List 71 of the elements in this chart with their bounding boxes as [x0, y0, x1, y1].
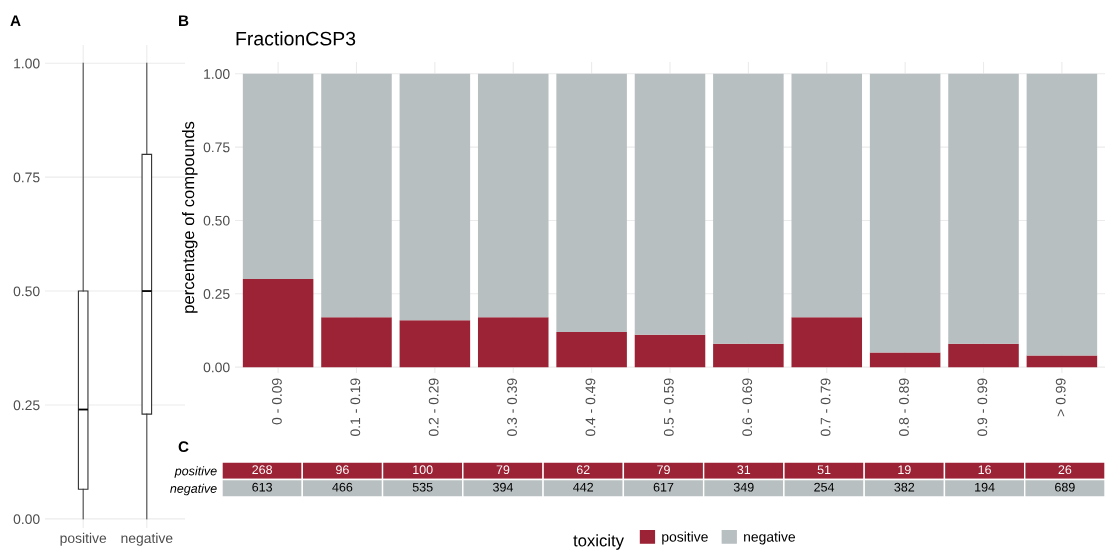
bar: [948, 73, 1019, 344]
data-label: 535: [412, 482, 433, 492]
bar: [321, 73, 392, 318]
x-tick-label: 0.5 - 0.59: [663, 378, 674, 436]
data-label: 382: [894, 482, 915, 492]
y-tick-label: 0.25: [203, 289, 230, 299]
bar: [477, 317, 549, 368]
bar: [634, 73, 706, 335]
data-label: 31: [737, 465, 751, 475]
bar: [634, 334, 706, 368]
x-tick-label: 0.4 - 0.49: [585, 378, 596, 436]
bar: [1026, 73, 1098, 356]
data-label: 16: [978, 465, 991, 475]
x-tick-label: 0.8 - 0.89: [899, 378, 909, 436]
annotation: C: [178, 441, 189, 453]
bar: [869, 73, 941, 353]
data-label: 26: [1058, 465, 1072, 475]
y-tick-label: 0.00: [13, 514, 40, 525]
text: A: [10, 15, 21, 26]
bar: [242, 279, 314, 368]
text: B: [179, 15, 189, 26]
x-tick-label: 0.6 - 0.69: [742, 378, 753, 436]
y-tick-label: 0.50: [203, 215, 230, 226]
bar: [1026, 355, 1098, 368]
bar: [791, 73, 863, 318]
y-tick-label: 0.25: [13, 400, 40, 411]
data-label: 268: [252, 465, 273, 475]
y-tick-label: 0.00: [203, 362, 230, 373]
y-tick-label: 1.00: [204, 69, 230, 79]
data-label: 689: [1055, 482, 1075, 492]
data-label: 442: [573, 482, 594, 492]
bar: [321, 317, 392, 368]
bar: [713, 343, 784, 368]
data-label: 19: [898, 465, 911, 475]
data-label: 79: [657, 465, 670, 475]
bar: [556, 331, 627, 368]
data-label: 349: [733, 482, 754, 492]
x-tick-label: 0 - 0.09: [272, 378, 282, 425]
y-tick-label: 1.00: [14, 58, 40, 69]
x-tick-label: 0.1 - 0.19: [350, 378, 361, 436]
x-tick-label: 0.3 - 0.39: [507, 378, 517, 436]
bar: [713, 73, 784, 344]
bar: [948, 343, 1019, 368]
x-tick-label: 0.2 - 0.29: [428, 378, 439, 436]
data-label: 466: [332, 482, 353, 492]
data-label: 394: [493, 482, 514, 492]
bar: [399, 73, 471, 321]
data-label: 79: [496, 465, 510, 475]
data-label: 51: [817, 465, 831, 475]
bar: [869, 352, 941, 368]
bar: [477, 73, 549, 318]
data-label: 617: [653, 482, 674, 492]
bar: [399, 320, 471, 368]
data-label: 100: [413, 465, 433, 475]
x-tick-label: 0.9 - 0.99: [977, 378, 988, 436]
x-tick-label: > 0.99: [1055, 378, 1066, 417]
data-label: 62: [576, 465, 590, 475]
x-tick-label: 0.7 - 0.79: [820, 378, 831, 436]
chart-title: FractionCSP3: [236, 31, 356, 46]
y-axis-title: percentage of compounds: [182, 121, 198, 313]
y-tick-label: 0.75: [203, 142, 230, 153]
y-tick-label: 0.50: [13, 286, 40, 297]
data-label: 194: [975, 482, 995, 492]
y-tick-label: 0.75: [13, 172, 40, 183]
data-label: 254: [814, 482, 835, 492]
legend-title: toxicity: [573, 534, 624, 550]
data-label: 96: [336, 465, 349, 475]
data-label: 613: [252, 482, 273, 492]
bar: [556, 73, 627, 332]
bar: [791, 317, 863, 368]
bar: [242, 73, 314, 280]
